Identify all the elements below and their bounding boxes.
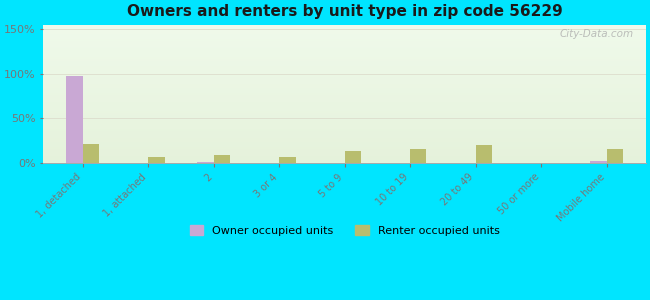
Bar [410,148,426,163]
Text: City-Data.com: City-Data.com [560,28,634,39]
Bar [279,157,296,163]
Bar [66,76,83,163]
Bar [198,162,214,163]
Bar [148,158,164,163]
Bar [214,155,230,163]
Bar [476,145,492,163]
Bar [344,151,361,163]
Title: Owners and renters by unit type in zip code 56229: Owners and renters by unit type in zip c… [127,4,562,19]
Bar [83,144,99,163]
Legend: Owner occupied units, Renter occupied units: Owner occupied units, Renter occupied un… [185,221,504,240]
Bar [590,161,606,163]
Bar [606,149,623,163]
